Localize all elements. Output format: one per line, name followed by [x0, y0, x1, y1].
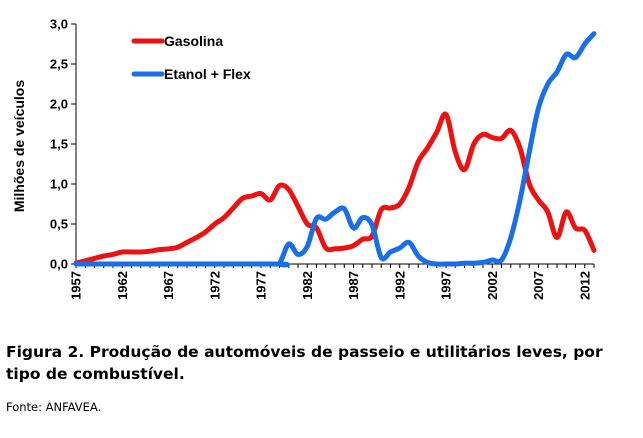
x-tick-label: 1997	[439, 271, 454, 300]
x-tick-label: 2012	[577, 271, 592, 300]
figure-caption: Figura 2. Produção de automóveis de pass…	[6, 343, 603, 383]
y-tick-label: 1,0	[50, 177, 68, 192]
y-tick-label: 0,5	[50, 217, 68, 232]
x-tick-label: 1987	[346, 271, 361, 300]
y-ticks: 0,0 0,5 1,0 1,5 2,0 2,5 3,0	[50, 17, 76, 272]
series-line-gasolina	[73, 111, 597, 266]
series-lines	[73, 31, 597, 268]
y-tick-label: 0,0	[50, 257, 68, 272]
y-tick-label: 2,0	[50, 97, 68, 112]
series-line-etanol-flex	[73, 31, 597, 268]
y-axis-label: Milhões de veículos	[11, 80, 27, 212]
x-tick-label: 1977	[254, 271, 269, 300]
y-tick-label: 2,5	[50, 57, 68, 72]
x-tick-label: 1972	[207, 271, 222, 300]
chart: Milhões de veículos 0,0 0,5 1,0 1,5 2,0 2,5 3,…	[11, 17, 597, 300]
x-tick-label: 1967	[161, 271, 176, 300]
legend-label-gasolina: Gasolina	[164, 33, 223, 49]
legend-label-etanol-flex: Etanol + Flex	[164, 66, 251, 82]
x-tick-label: 1962	[115, 271, 130, 300]
x-tick-label: 2007	[531, 271, 546, 300]
x-tick-label: 1957	[69, 271, 84, 300]
x-ticks: 1957 1962 1967 1972 1977 1982 1987 1992 1997 2002…	[69, 264, 595, 300]
y-tick-label: 3,0	[50, 17, 68, 32]
x-tick-label: 1992	[392, 271, 407, 300]
figure-source: Fonte: ANFAVEA.	[6, 400, 102, 414]
y-tick-label: 1,5	[50, 137, 68, 152]
x-tick-label: 1982	[300, 271, 315, 300]
legend: Gasolina Etanol + Flex	[131, 33, 251, 82]
x-tick-label: 2002	[485, 271, 500, 300]
